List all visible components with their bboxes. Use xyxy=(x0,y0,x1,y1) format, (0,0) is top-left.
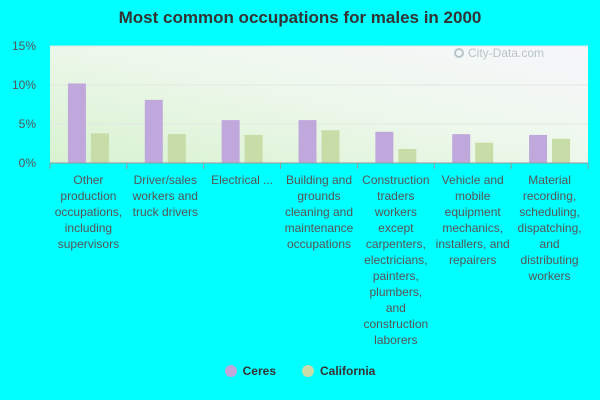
bar-ceres-3 xyxy=(298,120,317,163)
bar-ceres-4 xyxy=(375,131,394,163)
y-tick-label: 0% xyxy=(19,156,37,170)
bar-ceres-6 xyxy=(529,134,548,163)
bar-ceres-2 xyxy=(221,120,240,163)
bar-california-4 xyxy=(398,148,417,163)
x-category-label: Material recording, scheduling, dispatch… xyxy=(517,173,582,283)
legend-label-california: California xyxy=(320,364,376,378)
magnifier-icon xyxy=(454,48,464,58)
bar-ceres-5 xyxy=(452,134,471,163)
legend-label-ceres: Ceres xyxy=(242,364,276,378)
x-category-label: Electrical ... xyxy=(211,173,274,187)
x-category-label: Building and grounds cleaning and mainte… xyxy=(284,173,354,251)
bar-california-1 xyxy=(167,134,186,163)
y-tick-label: 5% xyxy=(19,117,37,131)
chart-title: Most common occupations for males in 200… xyxy=(118,8,482,27)
x-category-label: Vehicle and mobile equipment mechanics, … xyxy=(435,173,510,267)
x-category-label: Construction traders workers except carp… xyxy=(362,173,430,347)
y-tick-label: 10% xyxy=(12,78,36,92)
bar-california-5 xyxy=(475,142,494,163)
y-tick-label: 15% xyxy=(12,39,36,53)
legend-swatch-ceres xyxy=(224,365,237,377)
bar-california-2 xyxy=(244,134,263,163)
bar-california-6 xyxy=(552,138,571,163)
watermark-text: City-Data.com xyxy=(468,46,545,60)
bar-ceres-0 xyxy=(67,83,86,163)
legend-item-california: California xyxy=(302,364,375,378)
watermark: City-Data.com xyxy=(454,46,544,60)
x-category-label: Driver/sales workers and truck drivers xyxy=(132,173,198,219)
x-category-label: Other production occupations, including … xyxy=(54,173,123,251)
legend: Ceres California xyxy=(0,364,600,378)
legend-item-ceres: Ceres xyxy=(224,364,276,378)
legend-swatch-california xyxy=(302,365,314,377)
plot-background xyxy=(50,46,588,163)
bar-california-3 xyxy=(321,130,340,163)
bar-ceres-1 xyxy=(144,99,163,163)
bar-california-0 xyxy=(90,133,109,163)
